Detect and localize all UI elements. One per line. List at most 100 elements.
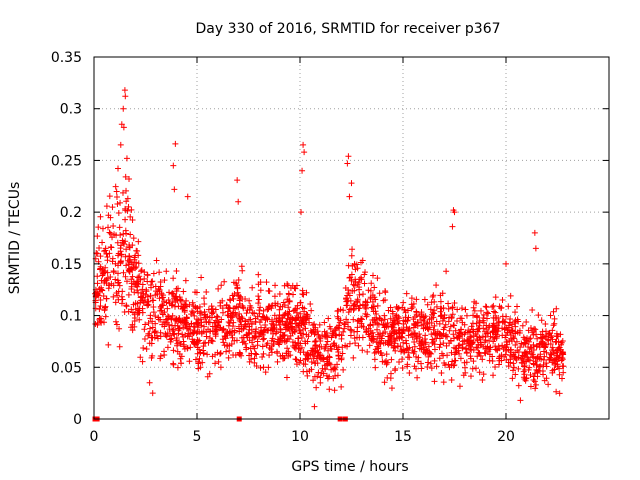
data-point	[362, 310, 369, 317]
data-point	[149, 390, 156, 397]
data-point	[462, 306, 469, 313]
data-point	[348, 180, 355, 187]
data-point	[146, 330, 153, 337]
data-point	[359, 347, 366, 354]
data-point	[521, 367, 528, 374]
data-point	[161, 298, 168, 305]
data-point	[351, 260, 358, 267]
data-point	[96, 244, 103, 251]
data-point	[109, 258, 116, 265]
data-point	[517, 344, 524, 351]
data-point	[412, 320, 419, 327]
data-point	[375, 348, 382, 355]
data-point	[149, 318, 156, 325]
y-tick-label: 0.1	[60, 309, 82, 325]
data-point	[264, 340, 271, 347]
data-point	[404, 363, 411, 370]
data-point	[348, 327, 355, 334]
data-point	[438, 369, 445, 376]
data-point	[367, 321, 374, 328]
x-tick-label: 15	[394, 429, 412, 445]
data-point	[530, 327, 537, 334]
data-point	[533, 331, 540, 338]
data-point	[541, 341, 548, 348]
data-point	[231, 291, 238, 298]
data-point	[297, 330, 304, 337]
data-point	[324, 338, 331, 345]
data-point	[427, 306, 434, 313]
data-point	[448, 314, 455, 321]
data-point	[362, 304, 369, 311]
x-tick-label: 5	[193, 429, 202, 445]
data-point	[461, 364, 468, 371]
data-point	[543, 349, 550, 356]
data-point	[217, 364, 224, 371]
data-point	[547, 312, 554, 319]
data-point	[271, 326, 278, 333]
data-point	[477, 352, 484, 359]
data-point	[141, 326, 148, 333]
data-point	[530, 331, 537, 338]
data-point	[334, 372, 341, 379]
data-point	[112, 183, 119, 190]
data-point	[553, 333, 560, 340]
data-point	[145, 320, 152, 327]
data-point	[185, 325, 192, 332]
data-point	[169, 290, 176, 297]
data-point	[99, 287, 106, 294]
data-point	[352, 276, 359, 283]
data-point	[331, 387, 338, 394]
data-point	[430, 314, 437, 321]
data-point	[431, 307, 438, 314]
data-point	[349, 288, 356, 295]
data-point	[126, 253, 133, 260]
data-point	[235, 293, 242, 300]
data-point	[162, 330, 169, 337]
data-point	[206, 370, 213, 377]
data-point	[208, 303, 215, 310]
data-point	[394, 319, 401, 326]
data-point	[101, 319, 108, 326]
data-point	[161, 277, 168, 284]
data-point	[147, 315, 154, 322]
data-point	[173, 334, 180, 341]
data-point	[314, 360, 321, 367]
data-point	[230, 279, 237, 286]
data-point	[526, 364, 533, 371]
data-point	[195, 365, 202, 372]
data-point	[332, 364, 339, 371]
data-point	[492, 309, 499, 316]
y-tick-label: 0.25	[51, 153, 82, 169]
data-point	[443, 268, 450, 275]
data-point	[348, 271, 355, 278]
data-point	[316, 343, 323, 350]
data-point	[494, 331, 501, 338]
data-point	[263, 279, 270, 286]
data-point	[303, 289, 310, 296]
data-point	[260, 307, 267, 314]
data-point	[365, 331, 372, 338]
data-points	[92, 87, 567, 422]
data-point	[232, 352, 239, 359]
data-point	[335, 324, 342, 331]
data-point	[280, 312, 287, 319]
data-point	[131, 289, 138, 296]
data-point	[147, 325, 154, 332]
data-point	[446, 327, 453, 334]
data-point	[365, 287, 372, 294]
data-point	[109, 204, 116, 211]
x-tick-label: 0	[90, 429, 99, 445]
data-point	[492, 363, 499, 370]
data-point	[137, 354, 144, 361]
data-point	[281, 354, 288, 361]
data-point	[195, 317, 202, 324]
data-point	[510, 364, 517, 371]
data-point	[374, 343, 381, 350]
data-point	[266, 352, 273, 359]
data-point	[257, 287, 264, 294]
data-point	[284, 345, 291, 352]
data-point	[300, 141, 307, 148]
data-point	[356, 284, 363, 291]
data-point	[351, 282, 358, 289]
data-point	[246, 297, 253, 304]
